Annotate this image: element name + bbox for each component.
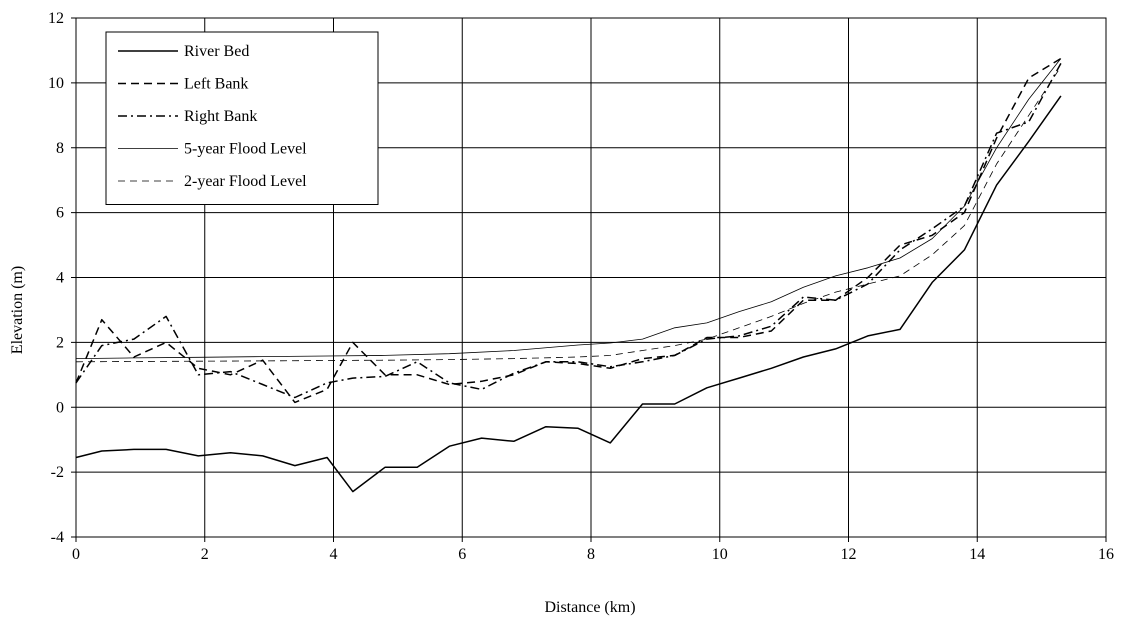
series-line-right-bank: [75, 63, 1062, 399]
legend-label: 2-year Flood Level: [184, 173, 307, 190]
legend-box: [105, 31, 379, 205]
y-tick-label: 8: [56, 140, 64, 157]
x-tick-label: 0: [72, 546, 80, 563]
x-tick-label: 10: [712, 546, 728, 563]
y-tick-label: 6: [56, 205, 64, 222]
y-tick-label: -4: [51, 529, 64, 546]
legend-label: 5-year Flood Level: [184, 141, 307, 158]
y-tick-label: 10: [48, 75, 64, 92]
legend-label: Right Bank: [184, 108, 257, 125]
x-tick-label: 4: [330, 546, 338, 563]
legend-label: Left Bank: [184, 76, 248, 93]
x-tick-label: 12: [841, 546, 857, 563]
series-line-5-year-flood-level: [75, 58, 1062, 359]
x-tick-label: 8: [587, 546, 595, 563]
legend-label: River Bed: [184, 43, 249, 60]
y-axis-title: Elevation (m): [9, 266, 26, 354]
series-line-river-bed: [75, 95, 1062, 493]
y-tick-label: -2: [51, 464, 64, 481]
x-axis-title: Distance (km): [544, 599, 635, 616]
y-tick-label: 12: [48, 10, 64, 27]
x-tick-label: 14: [969, 546, 985, 563]
y-axis-ticks: -4 -2 0 2 4 6 8 10 12: [48, 10, 76, 546]
x-tick-label: 6: [458, 546, 466, 563]
y-tick-label: 0: [56, 399, 64, 416]
x-axis-ticks: 0 2 4 6 8 10 12 14 16: [72, 537, 1114, 563]
series-line-2-year-flood-level: [75, 66, 1062, 363]
series-lines: [75, 57, 1062, 493]
legend: River Bed Left Bank Right Bank 5-year Flood…: [105, 31, 379, 205]
y-tick-label: 4: [56, 270, 64, 287]
series-line-left-bank: [75, 57, 1062, 404]
x-tick-label: 2: [201, 546, 209, 563]
y-tick-label: 2: [56, 334, 64, 351]
x-tick-label: 16: [1098, 546, 1114, 563]
